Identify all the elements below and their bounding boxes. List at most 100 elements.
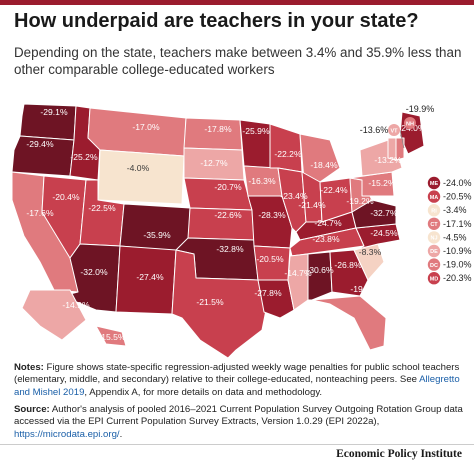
ne-legend-value-ma: -20.5% [443, 192, 472, 202]
state-label-mt: -17.0% [132, 122, 160, 132]
vt-marker [388, 124, 400, 136]
notes-citation-link[interactable]: Allegretto and Mishel 2019 [14, 374, 460, 398]
ne-legend-abbr-de: DE [430, 249, 438, 255]
state-label-ga: -26.8% [334, 260, 362, 270]
state-label-mn: -25.9% [242, 126, 270, 136]
ne-legend-abbr-ri: RI [431, 208, 437, 214]
state-label-or: -29.4% [26, 139, 54, 149]
nh-abbr: NH [406, 122, 414, 128]
state-co [119, 203, 191, 253]
state-label-wv: -19.2% [346, 196, 374, 206]
ne-legend-abbr-me: ME [430, 181, 439, 187]
state-label-ia: -16.3% [248, 176, 276, 186]
state-or [11, 135, 75, 177]
ne-legend-marker-dc [427, 258, 441, 271]
ne-legend-abbr-ma: MA [430, 195, 439, 201]
state-label-id: -25.2% [70, 152, 98, 162]
state-vt [387, 137, 397, 161]
ne-legend-marker-ri [427, 204, 441, 217]
state-label-tn: -23.8% [312, 234, 340, 244]
source-tail: . [119, 428, 123, 440]
source-block: Source: Author's analysis of pooled 2016… [14, 404, 466, 441]
state-label-nd: -17.8% [204, 124, 232, 134]
state-label-wa: -29.1% [40, 107, 68, 117]
state-label-sc: -8.3% [359, 247, 382, 257]
state-label-in: -21.4% [298, 200, 326, 210]
state-label-il: -23.4% [280, 191, 308, 201]
ne-legend-value-dc: -19.0% [443, 260, 472, 270]
page-subtitle: Depending on the state, teachers make be… [14, 45, 462, 77]
state-label-ar: -20.5% [256, 254, 284, 264]
vt-value: -13.6% [360, 125, 389, 135]
state-label-pa: -15.2% [368, 178, 396, 188]
ne-legend-marker-ma [427, 190, 441, 203]
state-label-wy: -4.0% [127, 163, 150, 173]
page-title: How underpaid are teachers in your state… [14, 10, 419, 32]
ne-legend-abbr-nj: NJ [430, 236, 437, 242]
nh-marker [404, 117, 416, 129]
state-label-az: -32.0% [80, 267, 108, 277]
state-label-va: -32.7% [370, 208, 398, 218]
top-accent-bar [0, 0, 474, 5]
notes-block: Notes: Figure shows state-specific regre… [14, 362, 466, 399]
state-label-ne: -20.7% [214, 182, 242, 192]
state-label-ms: -14.7% [284, 268, 312, 278]
nh-leader-line [399, 129, 405, 149]
state-fl [311, 295, 387, 351]
notes-heading: Notes: [14, 362, 44, 373]
state-label-ok: -32.8% [216, 244, 244, 254]
state-label-hi: -15.5% [98, 332, 126, 342]
state-label-co: -35.9% [143, 230, 171, 240]
ne-legend-value-ct: -17.1% [443, 219, 472, 229]
ne-legend-marker-ct [427, 217, 441, 230]
ne-legend-marker-me [427, 176, 441, 190]
state-label-fl: -19.6% [350, 284, 378, 294]
ne-legend-abbr-md: MD [430, 276, 439, 282]
state-tx [171, 249, 269, 359]
state-label-ks: -22.6% [214, 210, 242, 220]
footer-divider [0, 444, 474, 445]
state-nd [183, 117, 243, 151]
notes-tail: , Appendix A, for more details on data a… [84, 386, 323, 398]
ne-legend-value-nj: -4.5% [443, 232, 467, 242]
state-label-ak: -14.9% [62, 300, 90, 310]
ne-legend-marker-de [427, 244, 441, 258]
state-ak [21, 289, 87, 341]
source-url-link[interactable]: https://microdata.epi.org/ [14, 428, 120, 440]
notes-text: Figure shows state-specific regression-a… [14, 362, 460, 386]
ne-legend-marker-nj [427, 231, 441, 244]
state-label-ut: -22.5% [88, 203, 116, 213]
ne-legend-abbr-ct: CT [430, 222, 438, 228]
state-label-wi: -22.2% [274, 149, 302, 159]
state-label-al: -30.6% [306, 265, 334, 275]
state-la [257, 279, 295, 319]
nh-value: -19.9% [406, 104, 435, 114]
state-label-ca: -17.6% [26, 208, 54, 218]
brand-logo: Economic Policy Institute [336, 448, 462, 460]
ne-legend-value-ri: -3.4% [443, 205, 467, 215]
ne-legend-value-de: -10.9% [443, 246, 472, 256]
ne-legend-marker-md [427, 272, 441, 285]
state-hi [95, 325, 127, 347]
state-label-nm: -27.4% [136, 272, 164, 282]
source-text: Author's analysis of pooled 2016–2021 Cu… [14, 404, 463, 428]
state-label-ny: -13.2% [374, 155, 402, 165]
state-al [307, 251, 333, 301]
source-heading: Source: [14, 404, 50, 415]
state-label-oh: -22.4% [320, 185, 348, 195]
state-label-mi: -18.4% [310, 160, 338, 170]
state-label-nv: -20.4% [52, 192, 80, 202]
state-wi [269, 123, 303, 173]
state-label-sd: -12.7% [200, 158, 228, 168]
state-label-la: -27.8% [254, 288, 282, 298]
ne-legend-value-md: -20.3% [443, 273, 472, 283]
state-mt [87, 107, 187, 157]
state-wy [97, 149, 185, 205]
ne-legend-value-me: -24.0% [443, 178, 472, 188]
ne-legend-abbr-dc: DC [430, 263, 438, 269]
state-ga [329, 249, 369, 297]
state-label-mo: -28.3% [258, 210, 286, 220]
vt-abbr: VT [390, 129, 398, 135]
state-label-ky: -24.7% [314, 218, 342, 228]
